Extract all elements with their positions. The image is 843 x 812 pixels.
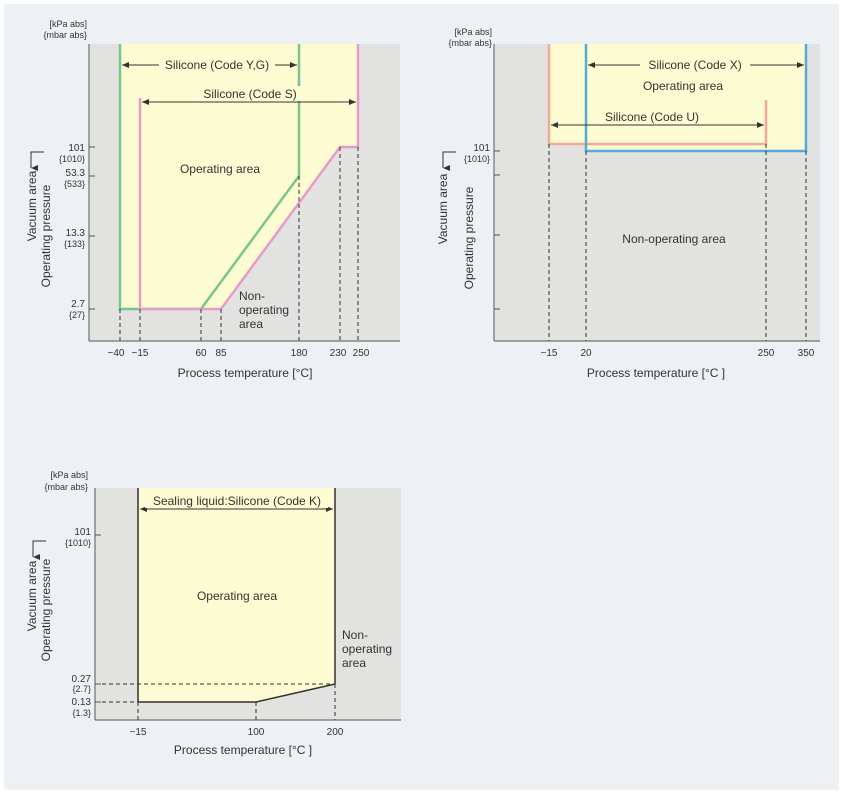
svg-text:Non-: Non- <box>239 289 265 303</box>
y-title-pressure: Operating pressure <box>462 186 476 289</box>
svg-text:{mbar abs}: {mbar abs} <box>43 30 87 40</box>
y-title-vacuum: Vacuum area <box>25 560 39 631</box>
y-tick-label: 13.3 <box>66 228 86 239</box>
y-title-pressure: Operating pressure <box>39 558 53 661</box>
svg-text:operating: operating <box>342 642 392 656</box>
svg-text:operating: operating <box>239 303 289 317</box>
operating-area-label: Operating area <box>180 162 260 176</box>
x-tick-label: 60 <box>195 348 207 359</box>
range-label-k: Sealing liquid:Silicone (Code K) <box>153 494 321 508</box>
y-tick-marks <box>95 534 101 703</box>
y-tick-label: 101 <box>74 527 91 538</box>
vacuum-arrow-icon <box>32 540 46 560</box>
y-tick-marks <box>494 150 500 310</box>
x-axis-title: Process temperature [°C ] <box>587 366 725 380</box>
svg-text:area: area <box>239 317 263 331</box>
chart-silicone-xu: Silicone (Code X) Silicone (Code U) Oper… <box>436 27 820 380</box>
chart-silicone-k: Sealing liquid:Silicone (Code K) Operati… <box>25 470 401 757</box>
y-title-vacuum: Vacuum area <box>25 170 39 241</box>
x-tick-label: 20 <box>580 348 592 359</box>
x-tick-label: −15 <box>130 727 147 738</box>
svg-text:[kPa abs]: [kPa abs] <box>50 470 88 480</box>
x-tick-label: −15 <box>541 348 558 359</box>
x-tick-label: 85 <box>215 348 227 359</box>
range-label-yg: Silicone (Code Y,G) <box>165 58 269 72</box>
y-tick-label: {1010} <box>59 154 85 164</box>
vacuum-arrow-icon <box>442 151 456 171</box>
non-operating-area-label: Non- operating area <box>239 289 289 331</box>
y-tick-marks <box>89 146 95 310</box>
range-label-u: Silicone (Code U) <box>605 110 699 124</box>
y-tick-label: 0.27 <box>72 674 92 685</box>
x-tick-label: 180 <box>291 348 308 359</box>
chart-silicone-ygs: Silicone (Code Y,G) Silicone (Code S) Op… <box>25 19 400 380</box>
vacuum-arrow-icon <box>30 151 44 171</box>
y-title-pressure: Operating pressure <box>39 184 53 287</box>
non-operating-area-label: Non- operating area <box>342 628 392 670</box>
y-tick-label: 53.3 <box>66 168 86 179</box>
x-tick-label: 250 <box>353 348 370 359</box>
y-tick-label: {2.7} <box>72 684 91 694</box>
svg-text:Non-: Non- <box>342 628 368 642</box>
series-code-u-line <box>547 44 768 146</box>
range-label-x: Silicone (Code X) <box>648 58 741 72</box>
svg-text:[kPa abs]: [kPa abs] <box>454 27 492 37</box>
svg-text:[kPa abs]: [kPa abs] <box>49 19 87 29</box>
svg-text:{mbar abs}: {mbar abs} <box>448 38 492 48</box>
svg-text:area: area <box>342 656 366 670</box>
series-code-s-line <box>138 44 360 311</box>
operating-area-fill <box>586 144 806 151</box>
x-tick-label: 230 <box>330 348 347 359</box>
non-operating-area-label: Non-operating area <box>622 232 726 246</box>
y-tick-label: 101 <box>473 143 490 154</box>
y-tick-label: {533} <box>64 179 85 189</box>
y-tick-label: {27} <box>69 310 85 320</box>
dashed-guides <box>548 144 807 341</box>
x-tick-label: 100 <box>248 727 265 738</box>
series-code-x-line <box>584 44 808 153</box>
x-axis-title: Process temperature [°C ] <box>174 743 312 757</box>
x-axis-title: Process temperature [°C] <box>178 366 313 380</box>
operating-area-label: Operating area <box>643 79 723 93</box>
dashed-guides <box>95 683 336 720</box>
operating-area-label: Operating area <box>197 589 277 603</box>
y-tick-label: 101 <box>68 143 85 154</box>
x-tick-label: 350 <box>798 348 815 359</box>
dashed-guides <box>119 147 359 341</box>
y-tick-label: {1010} <box>65 538 91 548</box>
x-tick-label: −15 <box>132 348 149 359</box>
y-tick-label: {1010} <box>464 154 490 164</box>
y-tick-label: {133} <box>64 239 85 249</box>
y-tick-label: 0.13 <box>72 697 92 708</box>
operating-area-fill <box>138 488 335 702</box>
x-tick-label: 200 <box>327 727 344 738</box>
y-tick-label: {1.3} <box>72 708 91 718</box>
svg-text:{mbar abs}: {mbar abs} <box>44 482 88 492</box>
range-label-s: Silicone (Code S) <box>203 87 296 101</box>
x-tick-label: −40 <box>108 348 125 359</box>
y-title-vacuum: Vacuum area <box>436 173 450 244</box>
y-tick-label: 2.7 <box>71 299 85 310</box>
x-tick-label: 250 <box>758 348 775 359</box>
